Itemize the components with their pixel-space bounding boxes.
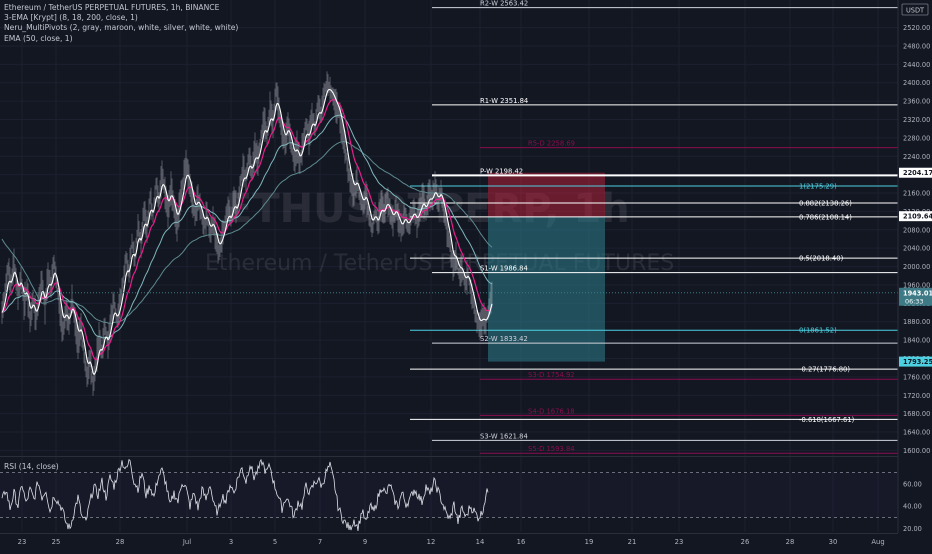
price-tick-label: 2320.00 [903, 116, 930, 124]
price-tick-label: 2520.00 [903, 24, 930, 32]
time-tick-label: 3 [229, 538, 233, 546]
time-tick-label: 23 [675, 538, 684, 546]
price-tag [899, 167, 932, 178]
time-tick-label: 9 [363, 538, 367, 546]
price-tick-label: 2000.00 [903, 263, 930, 271]
pivot-label: S3-W 1621.84 [480, 432, 528, 440]
price-tag [899, 211, 932, 222]
price-tick-label: 2280.00 [903, 134, 930, 142]
rsi-line [1, 458, 489, 531]
ema-200-line [1, 141, 493, 324]
fib-retracement[interactable]: 1(2175.29) 0.882(2138.26) 0.786(2108.14) 0.… [410, 183, 898, 424]
time-tick-label: 23 [18, 538, 27, 546]
symbol-title[interactable]: Ethereum / TetherUS PERPETUAL FUTURES, 1… [4, 3, 220, 12]
indicator-multipivots[interactable]: Neru_MultiPivots (2, gray, maroon, white… [4, 23, 239, 33]
currency-box [901, 3, 929, 16]
price-tag-label: 2109.64 [903, 213, 932, 221]
price-tick-label: 1960.00 [903, 281, 930, 289]
price-tag-label: 2204.17 [903, 169, 932, 177]
time-tick-label: 7 [318, 538, 322, 546]
fib-label: 0.882(2138.26) [799, 200, 852, 208]
time-tick-label: 12 [427, 538, 436, 546]
rsi-legend[interactable]: RSI (14, close) [4, 462, 59, 471]
price-tag [899, 356, 932, 367]
price-tick-label: 1720.00 [903, 392, 930, 400]
pivot-label: P-W 2198.42 [480, 167, 523, 175]
pivot-label: R1-W 2351.84 [480, 97, 528, 105]
price-tick-label: 1840.00 [903, 337, 930, 345]
price-series [0, 71, 898, 396]
price-tick-label: 2240.00 [903, 153, 930, 161]
pivot-label: R5-D 2258.69 [528, 140, 575, 148]
time-tick-label: 19 [585, 538, 594, 546]
price-tick-label: 2040.00 [903, 245, 930, 253]
take-profit-zone [488, 216, 605, 362]
pivot-label: S3-D 1754.92 [528, 371, 575, 379]
time-tick-label: 16 [517, 538, 526, 546]
fib-label: 0.786(2108.14) [799, 213, 852, 221]
pivot-label: S2-W 1833.42 [480, 335, 528, 343]
price-tick-label: 1640.00 [903, 429, 930, 437]
price-tick-label: 2080.00 [903, 226, 930, 234]
time-tick-label: 28 [116, 538, 125, 546]
price-tick-label: 2360.00 [903, 98, 930, 106]
price-tick-label: 1880.00 [903, 318, 930, 326]
pivot-label: S4-D 1676.18 [528, 407, 575, 415]
price-tick-label: 1680.00 [903, 410, 930, 418]
price-tag-countdown: 06:33 [905, 297, 923, 305]
indicator-ema50[interactable]: EMA (50, close, 1) [4, 33, 73, 43]
indicator-3ema[interactable]: 3-EMA [Krypt] (8, 18, 200, close, 1) [4, 13, 138, 23]
time-tick-label: 14 [476, 538, 485, 546]
chart-legend: Ethereum / TetherUS PERPETUAL FUTURES, 1… [4, 3, 238, 44]
pivot-label: R2-W 2563.42 [480, 0, 528, 8]
rsi-band [0, 472, 898, 518]
price-tick-label: 2480.00 [903, 42, 930, 50]
time-tick-label: 26 [741, 538, 750, 546]
price-tag-label: 1943.01 [903, 289, 932, 297]
ema-18-line [1, 99, 493, 361]
price-tag-label: 1793.25 [903, 358, 932, 366]
fib-label: 0.5(2018.40) [799, 255, 844, 263]
price-tick-label: 2440.00 [903, 61, 930, 69]
short-position-tool[interactable] [488, 172, 605, 362]
ema-50-line [1, 114, 493, 339]
stop-loss-zone [488, 172, 605, 217]
rsi-tick-label: 20.00 [903, 525, 922, 533]
ema-8-line [1, 88, 493, 376]
time-tick-label: Jul [182, 538, 191, 546]
time-tick-label: Aug [871, 538, 884, 546]
currency-label: USDT [906, 7, 925, 15]
pivot-lines: R2-W 2563.42 R1-W 2351.84 R5-D 2258.69 P-W … [432, 0, 898, 454]
price-tick-label: 2160.00 [903, 190, 930, 198]
price-tick-label: 1600.00 [903, 447, 930, 455]
pivot-label: S5-D 1593.84 [528, 445, 575, 453]
fib-label: 0(1861.52) [799, 327, 837, 335]
fib-label: 1(2175.29) [799, 183, 837, 191]
rsi-tick-label: 40.00 [903, 503, 922, 511]
price-tick-label: 2400.00 [903, 79, 930, 87]
price-axis-bg [898, 0, 932, 550]
fib-label: -0.27(1776.80) [799, 366, 850, 374]
time-tick-label: 30 [829, 538, 838, 546]
price-tag [899, 287, 932, 306]
time-axis-bg [0, 533, 932, 550]
price-tick-label: 1760.00 [903, 373, 930, 381]
time-axis[interactable]: 23 25 28 Jul 3 5 7 9 12 14 16 19 21 23 26 28 30 Aug [0, 533, 932, 550]
pivot-label: S1-W 1986.84 [480, 265, 528, 273]
rsi-pane [0, 456, 932, 531]
time-tick-label: 25 [52, 538, 61, 546]
time-tick-label: 5 [273, 538, 277, 546]
time-tick-label: 21 [628, 538, 637, 546]
time-tick-label: 28 [786, 538, 795, 546]
rsi-tick-label: 60.00 [903, 480, 922, 488]
fib-label: -0.618(1667.61) [799, 416, 855, 424]
price-axis[interactable]: USDT 2520.00 2480.00 2440.00 2400.00 2360.00 2… [897, 0, 932, 550]
